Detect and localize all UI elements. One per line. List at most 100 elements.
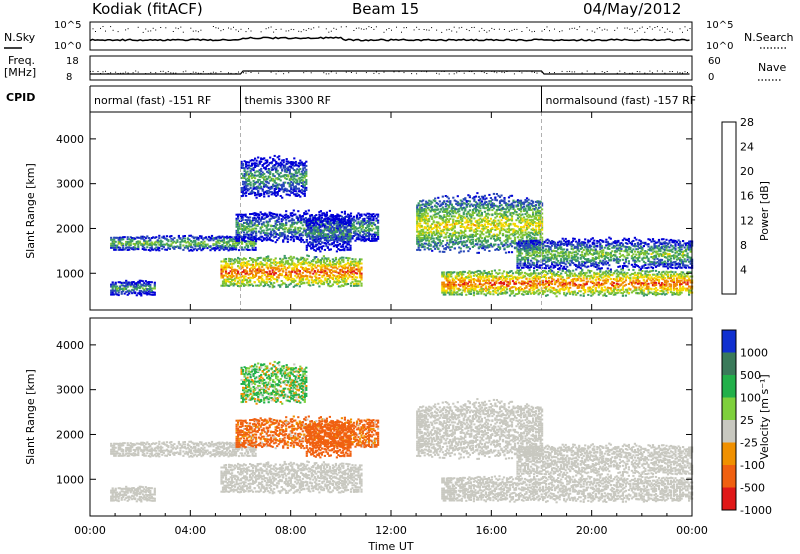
nsearch-dot [493, 28, 495, 30]
power-cell [482, 218, 485, 221]
power-cell [283, 282, 286, 285]
power-cell [150, 287, 153, 290]
power-cell [417, 238, 420, 241]
power-cell [273, 185, 276, 187]
power-cell [264, 284, 267, 287]
power-cell [293, 173, 296, 176]
power-cell [467, 217, 470, 220]
power-cell [354, 280, 357, 283]
power-cell [248, 188, 251, 191]
nave-dot [677, 71, 678, 73]
power-cell [480, 219, 483, 221]
power-cell [432, 230, 435, 233]
power-cell [155, 243, 158, 246]
power-cell [428, 217, 431, 220]
power-cell [258, 230, 261, 233]
power-cell [455, 223, 458, 226]
power-cell [227, 249, 230, 252]
power-cell [264, 282, 267, 285]
power-cell [322, 219, 325, 222]
power-cell [141, 235, 144, 238]
power-cell [143, 290, 146, 292]
power-cell [252, 167, 255, 169]
power-cell [116, 236, 119, 239]
power-cell [297, 236, 300, 239]
power-cell [114, 287, 117, 290]
power-cell [434, 216, 437, 219]
power-cell [423, 226, 426, 229]
power-cell [333, 269, 336, 272]
power-cell [222, 236, 226, 239]
power-cell [497, 219, 500, 222]
power-cell [138, 281, 141, 284]
power-cell [470, 222, 473, 225]
nsearch-label: N.Search [744, 31, 794, 44]
power-cell [483, 237, 486, 240]
power-cell [456, 220, 459, 222]
power-cell [347, 239, 351, 241]
power-cell [315, 276, 318, 279]
power-cell [364, 214, 368, 217]
power-cell [453, 226, 456, 229]
power-cell [459, 225, 462, 227]
power-cell [126, 246, 129, 249]
power-cell [321, 271, 324, 274]
power-cell [281, 185, 284, 188]
nave-dot [283, 73, 285, 75]
power-cell [340, 223, 343, 225]
power-cell [471, 209, 474, 211]
power-cell [314, 224, 317, 227]
power-cell [293, 157, 296, 160]
power-cell [285, 283, 288, 286]
power-cell [432, 221, 435, 224]
power-cell [313, 227, 316, 230]
power-cell [125, 284, 128, 287]
power-cell [336, 280, 339, 283]
power-cell [295, 235, 298, 238]
power-cell [303, 166, 306, 169]
power-cell [303, 221, 306, 224]
power-cell [297, 227, 300, 229]
power-cell [189, 249, 192, 251]
power-cell [319, 267, 322, 269]
power-cell [331, 261, 334, 263]
power-cell [471, 211, 474, 214]
power-cell [482, 239, 485, 242]
power-cell [313, 233, 316, 236]
power-cell [283, 237, 286, 240]
power-cell [300, 263, 303, 266]
power-cell [120, 238, 123, 241]
power-cell [189, 240, 192, 242]
power-cell [250, 244, 253, 247]
nsearch-dot [228, 27, 229, 29]
power-cell [314, 240, 317, 243]
power-cell [241, 239, 244, 242]
power-cell [417, 216, 420, 219]
power-cell [261, 158, 264, 161]
power-cell [120, 284, 123, 287]
power-cell [290, 165, 293, 168]
power-cell [262, 218, 265, 220]
power-cell [489, 229, 492, 232]
power-cell [428, 199, 431, 202]
nave-dot [631, 72, 633, 74]
power-cell [351, 272, 354, 275]
power-cell [203, 237, 206, 240]
power-cell [253, 214, 256, 217]
power-cell [276, 165, 279, 168]
nsky-trace [89, 36, 690, 42]
power-cell [313, 239, 316, 242]
nsearch-dot [544, 29, 545, 30]
power-cell [328, 264, 331, 267]
power-cell [325, 271, 328, 274]
power-cell [355, 280, 359, 283]
power-cell [453, 247, 456, 250]
power-cell [119, 242, 122, 245]
power-cell [185, 246, 188, 249]
power-cell [254, 171, 257, 174]
power-cell [320, 247, 323, 250]
nave-dot [378, 73, 380, 75]
power-cell [310, 214, 313, 216]
nsearch-dot [594, 31, 596, 33]
power-cell [256, 271, 259, 274]
